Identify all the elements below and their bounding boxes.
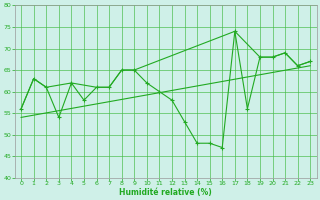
- X-axis label: Humidité relative (%): Humidité relative (%): [119, 188, 212, 197]
